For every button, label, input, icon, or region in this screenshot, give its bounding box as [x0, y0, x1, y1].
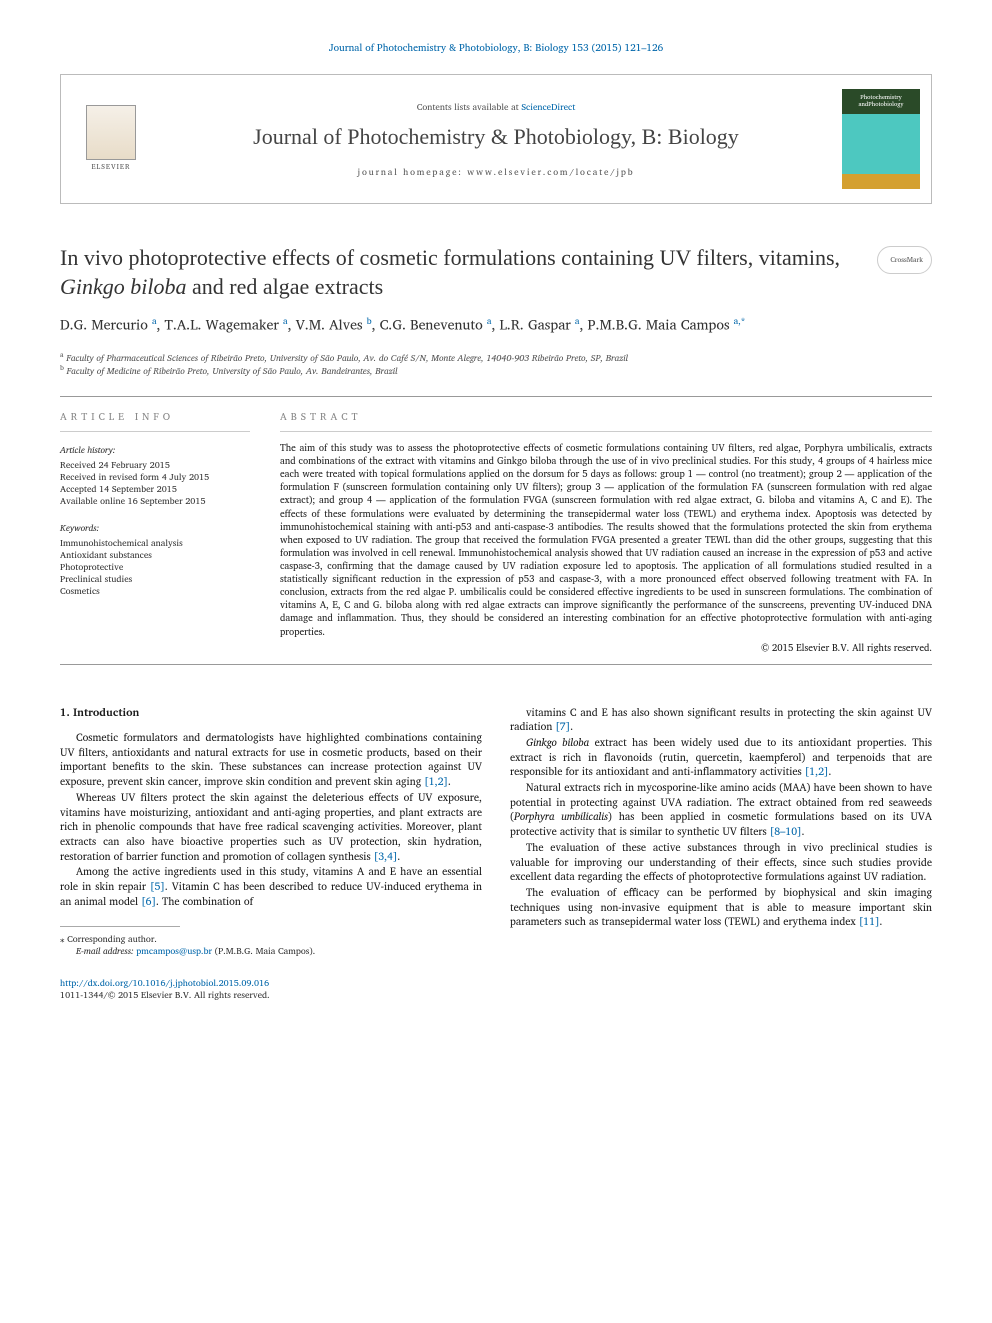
history-item: Available online 16 September 2015 — [60, 495, 250, 507]
article-title: In vivo photoprotective effects of cosme… — [60, 244, 857, 301]
journal-header-box: ELSEVIER Contents lists available at Sci… — [60, 74, 932, 204]
email-label: E-mail address: — [76, 943, 136, 958]
divider — [60, 431, 250, 432]
body-paragraph: The evaluation of these active substance… — [510, 840, 932, 884]
body-paragraph: Among the active ingredients used in thi… — [60, 864, 482, 908]
keywords-label: Keywords: — [60, 520, 250, 535]
keyword-item: Cosmetics — [60, 585, 250, 597]
affiliations: a Faculty of Pharmaceutical Sciences of … — [60, 351, 932, 378]
body-paragraph: Whereas UV filters protect the skin agai… — [60, 790, 482, 863]
issn-copyright: 1011-1344/© 2015 Elsevier B.V. All right… — [60, 989, 482, 1002]
article-history-label: Article history: — [60, 442, 250, 457]
body-paragraph: The evaluation of efficacy can be perfor… — [510, 885, 932, 929]
homepage-url[interactable]: www.elsevier.com/locate/jpb — [467, 164, 634, 179]
crossmark-badge[interactable]: CrossMark — [877, 246, 932, 274]
abstract-column: abstract The aim of this study was to as… — [280, 409, 932, 656]
elsevier-logo[interactable]: ELSEVIER — [76, 99, 146, 179]
title-post: and red algae extracts — [187, 274, 384, 299]
contents-line: Contents lists available at ScienceDirec… — [417, 99, 576, 114]
header-center: Contents lists available at ScienceDirec… — [161, 75, 831, 203]
journal-cover-icon[interactable]: Photochemistry andPhotobiology — [842, 89, 920, 189]
authors-line: D.G. Mercurio a, T.A.L. Wagemaker a, V.M… — [60, 313, 932, 337]
abstract-text: The aim of this study was to assess the … — [280, 442, 932, 639]
body-paragraph: Cosmetic formulators and dermatologists … — [60, 730, 482, 789]
footnote-divider — [60, 926, 180, 927]
reference-link[interactable]: [11] — [859, 912, 880, 930]
title-italic: Ginkgo biloba — [60, 274, 187, 299]
journal-homepage: journal homepage: www.elsevier.com/locat… — [358, 164, 635, 179]
homepage-prefix: journal homepage: — [358, 164, 468, 179]
crossmark-label: CrossMark — [890, 255, 923, 266]
journal-name: Journal of Photochemistry & Photobiology… — [253, 124, 739, 150]
corresponding-email-link[interactable]: pmcampos@usp.br — [136, 943, 212, 958]
body-paragraph: Natural extracts rich in mycosporine-lik… — [510, 780, 932, 839]
body-paragraph: vitamins C and E has also shown signific… — [510, 705, 932, 734]
body-paragraph: Ginkgo biloba extract has been widely us… — [510, 735, 932, 779]
corresponding-star-icon: ⁎ — [60, 931, 65, 946]
title-pre: In vivo photoprotective effects of cosme… — [60, 245, 840, 270]
contents-prefix: Contents lists available at — [417, 99, 522, 114]
affiliation-line: b Faculty of Medicine of Ribeirão Preto,… — [60, 364, 932, 378]
abstract-heading: abstract — [280, 409, 932, 425]
corresponding-name: (P.M.B.G. Maia Campos). — [212, 943, 315, 958]
article-info-heading: article info — [60, 409, 250, 425]
article-info-column: article info Article history: Received 2… — [60, 409, 250, 656]
cover-title-2: andPhotobiology — [858, 101, 903, 108]
body-column-right: vitamins C and E has also shown signific… — [510, 705, 932, 1002]
publisher-logo-area: ELSEVIER — [61, 75, 161, 203]
abstract-copyright: © 2015 Elsevier B.V. All rights reserved… — [280, 641, 932, 656]
running-header: Journal of Photochemistry & Photobiology… — [60, 40, 932, 56]
header-citation-link[interactable]: Journal of Photochemistry & Photobiology… — [329, 40, 664, 56]
reference-link[interactable]: [6] — [141, 892, 156, 910]
elsevier-tree-icon — [86, 105, 136, 160]
corresponding-author-note: ⁎ Corresponding author. E-mail address: … — [60, 933, 482, 956]
journal-cover-area: Photochemistry andPhotobiology — [831, 75, 931, 203]
body-column-left: 1. Introduction Cosmetic formulators and… — [60, 705, 482, 1002]
divider — [280, 431, 932, 432]
sciencedirect-link[interactable]: ScienceDirect — [521, 99, 575, 114]
affiliation-line: a Faculty of Pharmaceutical Sciences of … — [60, 351, 932, 365]
divider — [60, 664, 932, 665]
elsevier-label: ELSEVIER — [91, 162, 130, 173]
section-heading-introduction: 1. Introduction — [60, 705, 482, 720]
bottom-publication-info: http://dx.doi.org/10.1016/j.jphotobiol.2… — [60, 977, 482, 1002]
divider — [60, 396, 932, 397]
